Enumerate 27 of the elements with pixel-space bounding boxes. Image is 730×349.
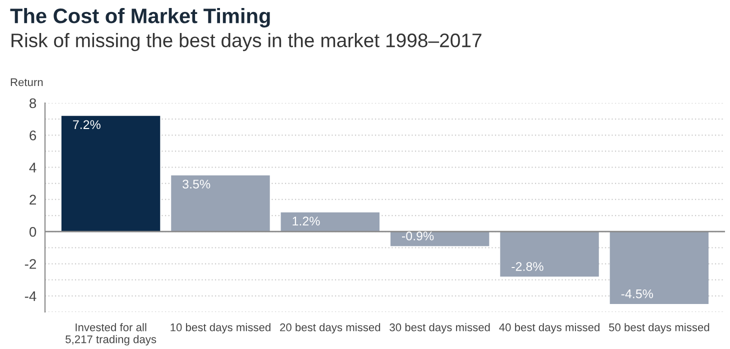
y-tick-label: 4 xyxy=(29,162,36,172)
y-tick-label: 8 xyxy=(30,98,36,108)
bar xyxy=(61,116,160,232)
data-label: 3.5% xyxy=(182,180,210,189)
x-tick-label: Invested for all 5,217 trading days xyxy=(66,323,156,346)
x-tick-label: 20 best days missed xyxy=(280,323,380,334)
y-tick-label: -4 xyxy=(24,291,36,301)
chart-subtitle: Risk of missing the best days in the market 1998–2017 xyxy=(12,33,482,52)
x-tick-label: 10 best days missed xyxy=(170,323,270,334)
y-tick-label: -2 xyxy=(24,259,36,269)
data-label: 7.2% xyxy=(73,120,100,130)
y-tick-label: 6 xyxy=(30,130,36,140)
x-tick-label: 30 best days missed xyxy=(390,323,490,334)
data-label: -4.5% xyxy=(621,289,654,298)
bar xyxy=(500,232,599,277)
bar xyxy=(171,175,270,232)
y-axis-title: Return xyxy=(10,78,43,86)
data-label: -0.9% xyxy=(402,232,434,240)
x-tick-label: 40 best days missed xyxy=(499,323,600,334)
data-label: -2.8% xyxy=(512,262,544,271)
bar xyxy=(610,232,709,304)
bar xyxy=(280,212,380,232)
x-tick-label: 50 best days missed xyxy=(609,323,710,334)
y-tick-label: 2 xyxy=(30,194,36,204)
data-label: 1.2% xyxy=(292,216,320,226)
y-tick-label: 0 xyxy=(29,226,36,237)
chart-title: The Cost of Market Timing xyxy=(10,8,270,28)
